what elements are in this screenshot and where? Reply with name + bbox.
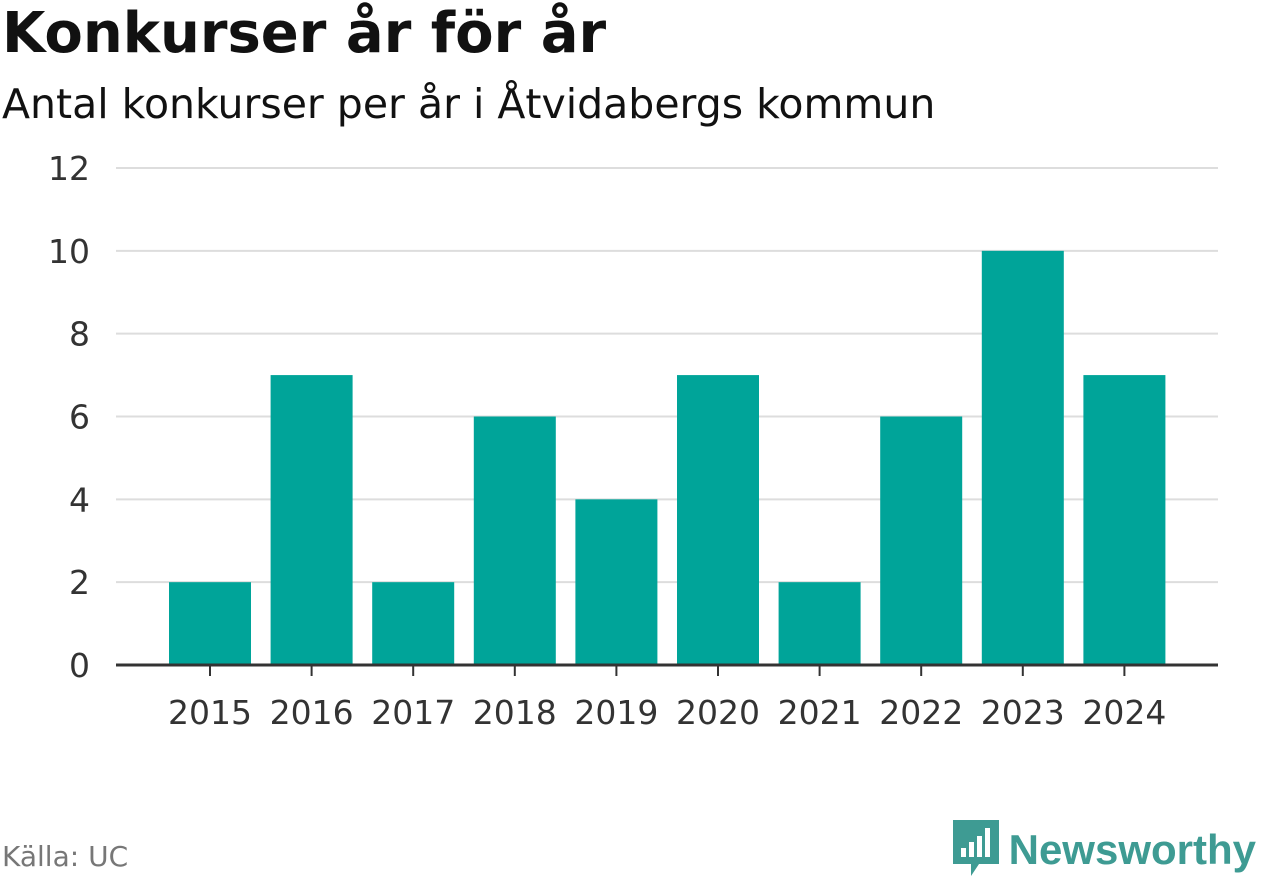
chart-subtitle: Antal konkurser per år i Åtvidabergs kom… (2, 80, 936, 128)
bar-2021 (778, 582, 861, 665)
source-note: Källa: UC (2, 840, 129, 873)
bar-2022 (880, 416, 963, 665)
bar-2023 (981, 250, 1064, 666)
bar-2024 (1083, 375, 1166, 665)
x-tick-label: 2021 (778, 693, 862, 732)
chart-title: Konkurser år för år (2, 1, 607, 66)
y-tick-label: 0 (69, 646, 90, 685)
x-tick-label: 2024 (1082, 693, 1166, 732)
y-tick-label: 6 (69, 398, 90, 437)
x-tick-label: 2019 (574, 693, 658, 732)
bar-2020 (677, 375, 759, 665)
x-tick-label: 2015 (168, 693, 252, 732)
x-tick-label: 2016 (270, 693, 354, 732)
newsworthy-logo-icon (951, 818, 1001, 882)
bar-2015 (169, 582, 251, 665)
x-tick-label: 2022 (879, 693, 963, 732)
y-tick-label: 12 (48, 149, 90, 188)
y-tick-label: 2 (69, 563, 90, 602)
x-tick-label: 2017 (371, 693, 455, 732)
x-tick-label: 2020 (676, 693, 760, 732)
x-tick-label: 2023 (981, 693, 1065, 732)
y-tick-label: 10 (48, 232, 90, 271)
y-tick-label: 8 (69, 315, 90, 354)
brand-logo: Newsworthy (951, 818, 1256, 882)
x-tick-label: 2018 (473, 693, 557, 732)
brand-name: Newsworthy (1008, 826, 1256, 873)
bar-2018 (473, 416, 556, 665)
bar-2016 (270, 375, 353, 665)
bar-2019 (575, 499, 658, 665)
y-tick-label: 4 (69, 480, 90, 519)
bar-2017 (372, 582, 455, 665)
